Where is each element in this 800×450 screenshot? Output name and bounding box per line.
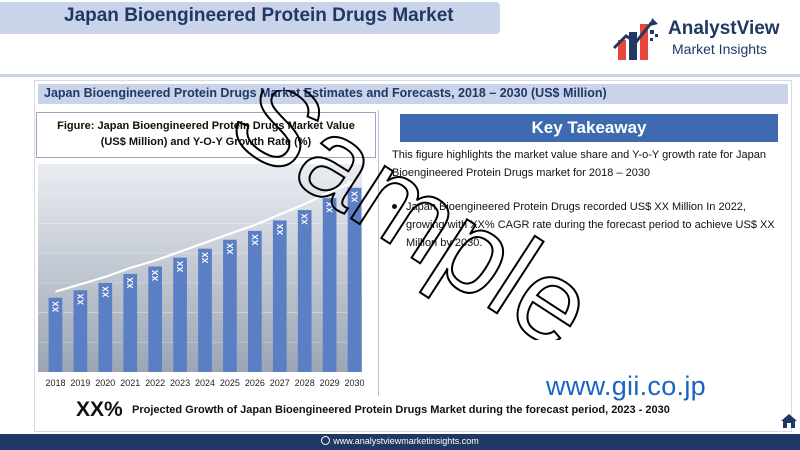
bar: [173, 257, 187, 372]
data-label: XX: [150, 270, 160, 282]
bar: [223, 239, 237, 372]
x-tick-label: 2019: [70, 378, 90, 388]
bar: [198, 248, 212, 372]
key-takeaway-bullet-text: Japan Bioengineered Protein Drugs record…: [406, 201, 775, 249]
title-bar: [0, 2, 500, 34]
data-label: XX: [225, 243, 235, 255]
data-label: XX: [325, 201, 335, 213]
x-tick-label: 2022: [145, 378, 165, 388]
data-label: XX: [125, 277, 135, 289]
growth-value: XX%: [76, 398, 123, 421]
data-label: XX: [100, 286, 110, 298]
bar: [347, 187, 362, 372]
logo-tagline: Market Insights: [672, 41, 767, 57]
data-label: XX: [75, 293, 85, 305]
footer: www.analystviewmarketinsights.com: [0, 436, 800, 446]
analystview-logo[interactable]: AnalystView Market Insights: [612, 12, 792, 66]
bar: [297, 210, 312, 372]
bar-chart-svg: XX 2018 XX 2019 XX 2020 XX 2021 XX 2022 XX 2023 XX 20…: [38, 164, 364, 388]
x-tick-label: 2021: [120, 378, 140, 388]
data-label: XX: [200, 252, 210, 264]
data-label: XX: [275, 223, 285, 235]
x-tick-label: 2024: [195, 378, 215, 388]
bar-chart: XX 2018 XX 2019 XX 2020 XX 2021 XX 2022 XX 2023 XX 20…: [36, 160, 364, 396]
globe-icon: [321, 436, 331, 445]
key-takeaway-title: Key Takeaway: [531, 118, 647, 137]
bar: [322, 198, 337, 372]
x-tick-label: 2018: [45, 378, 65, 388]
data-label: XX: [250, 234, 260, 246]
x-tick-label: 2029: [320, 378, 340, 388]
x-tick-label: 2020: [95, 378, 115, 388]
subtitle-bar: [38, 84, 788, 104]
bar: [98, 282, 113, 372]
x-tick-label: 2025: [220, 378, 240, 388]
column-divider: [378, 110, 379, 396]
header-divider: [0, 74, 800, 77]
logo-name: AnalystView: [668, 18, 780, 39]
bullet-dot-icon: [392, 204, 397, 209]
logo-mark-icon: [612, 18, 658, 60]
bar: [272, 220, 287, 372]
figure-caption-line-1: Figure: Japan Bioengineered Protein Drug…: [57, 120, 355, 132]
x-tick-label: 2027: [270, 378, 290, 388]
projected-growth: XX% Projected Growth of Japan Bioenginee…: [70, 398, 790, 422]
figure-caption-line-2: (US$ Million) and Y-O-Y Growth Rate (%): [100, 136, 312, 148]
page-title: Japan Bioengineered Protein Drugs Market: [64, 5, 454, 26]
footer-url[interactable]: www.analystviewmarketinsights.com: [333, 436, 479, 446]
data-label: XX: [175, 261, 185, 273]
bar: [247, 230, 262, 372]
x-tick-label: 2023: [170, 378, 190, 388]
section-subtitle: Japan Bioengineered Protein Drugs Market…: [44, 86, 607, 100]
bar: [73, 290, 88, 372]
bar: [123, 273, 138, 372]
figure-caption: Figure: Japan Bioengineered Protein Drug…: [36, 112, 376, 158]
x-tick-label: 2028: [295, 378, 315, 388]
key-takeaway-header: [400, 114, 778, 142]
x-tick-label: 2026: [245, 378, 265, 388]
bar: [148, 266, 163, 372]
home-icon[interactable]: [780, 412, 798, 430]
footer-bar: [0, 434, 800, 450]
trend-line: [55, 180, 355, 293]
data-label: XX: [350, 191, 360, 203]
gii-link[interactable]: www.gii.co.jp: [546, 371, 706, 401]
growth-label: Projected Growth of Japan Bioengineered …: [132, 404, 670, 416]
x-tick-label: 2030: [345, 378, 364, 388]
key-takeaway-paragraph: This figure highlights the market value …: [392, 149, 767, 179]
data-label: XX: [300, 213, 310, 225]
trend-arrow: [347, 181, 355, 188]
data-label: XX: [50, 301, 60, 313]
bar: [48, 297, 63, 372]
